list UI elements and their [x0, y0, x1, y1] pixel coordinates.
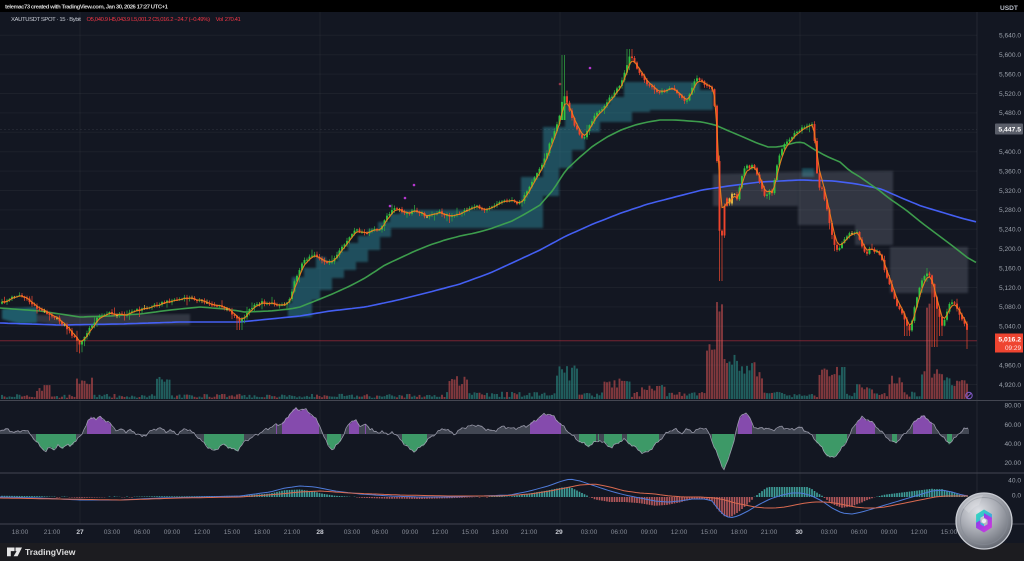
svg-text:03:00: 03:00 — [344, 529, 361, 536]
svg-text:60.00: 60.00 — [1004, 422, 1021, 429]
svg-text:21:00: 21:00 — [44, 529, 61, 536]
svg-text:09:00: 09:00 — [641, 529, 658, 536]
svg-text:21:00: 21:00 — [284, 529, 301, 536]
svg-text:18:00: 18:00 — [492, 529, 509, 536]
svg-text:03:00: 03:00 — [821, 529, 838, 536]
svg-text:21:00: 21:00 — [761, 529, 778, 536]
svg-text:09:29: 09:29 — [1005, 345, 1021, 352]
svg-text:5,080.0: 5,080.0 — [999, 304, 1021, 311]
svg-text:09:00: 09:00 — [164, 529, 181, 536]
svg-text:18:00: 18:00 — [731, 529, 748, 536]
svg-text:28: 28 — [316, 529, 324, 536]
svg-text:27: 27 — [76, 529, 84, 536]
svg-text:30: 30 — [795, 529, 803, 536]
svg-text:4,960.0: 4,960.0 — [999, 362, 1021, 369]
svg-text:5,520.0: 5,520.0 — [999, 91, 1021, 98]
svg-text:15:00: 15:00 — [941, 529, 958, 536]
svg-text:18:00: 18:00 — [254, 529, 271, 536]
svg-text:15:00: 15:00 — [462, 529, 479, 536]
svg-text:29: 29 — [555, 529, 563, 536]
svg-text:5,447.5: 5,447.5 — [998, 127, 1021, 134]
svg-text:5,040.0: 5,040.0 — [999, 324, 1021, 331]
svg-text:0.0: 0.0 — [1012, 492, 1021, 499]
svg-text:21:00: 21:00 — [521, 529, 538, 536]
svg-text:5,320.0: 5,320.0 — [999, 188, 1021, 195]
svg-text:06:00: 06:00 — [851, 529, 868, 536]
svg-text:5,160.0: 5,160.0 — [999, 265, 1021, 272]
svg-text:5,600.0: 5,600.0 — [999, 52, 1021, 59]
svg-text:TradingView: TradingView — [25, 547, 76, 557]
svg-text:15:00: 15:00 — [701, 529, 718, 536]
svg-text:USDT: USDT — [1000, 5, 1018, 12]
svg-text:12:00: 12:00 — [911, 529, 928, 536]
svg-text:40.00: 40.00 — [1004, 441, 1021, 448]
svg-text:5,016.2: 5,016.2 — [998, 337, 1021, 344]
svg-text:5,240.0: 5,240.0 — [999, 227, 1021, 234]
svg-text:12:00: 12:00 — [432, 529, 449, 536]
svg-text:15:00: 15:00 — [224, 529, 241, 536]
svg-text:20.00: 20.00 — [1004, 460, 1021, 467]
svg-text:5,120.0: 5,120.0 — [999, 285, 1021, 292]
svg-text:4,920.0: 4,920.0 — [999, 382, 1021, 389]
svg-text:12:00: 12:00 — [194, 529, 211, 536]
svg-text:5,400.0: 5,400.0 — [999, 149, 1021, 156]
svg-text:09:00: 09:00 — [881, 529, 898, 536]
svg-text:06:00: 06:00 — [611, 529, 628, 536]
svg-text:80.00: 80.00 — [1004, 403, 1021, 410]
svg-text:06:00: 06:00 — [134, 529, 151, 536]
svg-text:5,200.0: 5,200.0 — [999, 246, 1021, 253]
svg-text:09:00: 09:00 — [402, 529, 419, 536]
svg-text:18:00: 18:00 — [12, 529, 29, 536]
svg-text:06:00: 06:00 — [372, 529, 389, 536]
svg-text:5,280.0: 5,280.0 — [999, 207, 1021, 214]
svg-text:40.0: 40.0 — [1008, 477, 1021, 484]
svg-text:03:00: 03:00 — [581, 529, 598, 536]
svg-text:5,480.0: 5,480.0 — [999, 110, 1021, 117]
svg-text:5,560.0: 5,560.0 — [999, 71, 1021, 78]
svg-text:12:00: 12:00 — [671, 529, 688, 536]
svg-text:telemac73 created with Trading: telemac73 created with TradingView.com, … — [5, 4, 169, 10]
svg-text:5,640.0: 5,640.0 — [999, 33, 1021, 40]
svg-text:03:00: 03:00 — [104, 529, 121, 536]
svg-text:5,360.0: 5,360.0 — [999, 168, 1021, 175]
